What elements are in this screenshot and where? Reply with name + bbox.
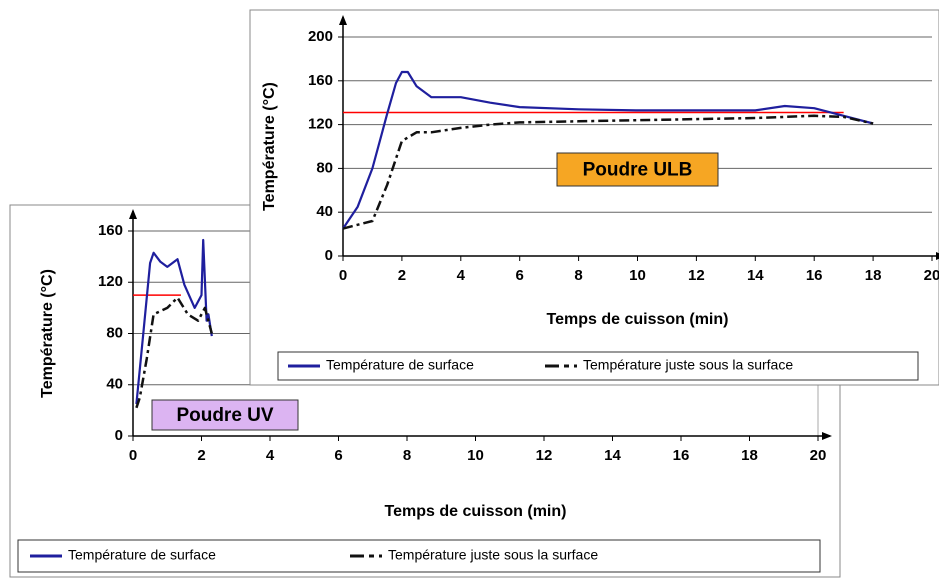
- y-tick-label: 160: [308, 72, 333, 89]
- y-tick-label: 40: [106, 376, 123, 393]
- legend-label: Température juste sous la surface: [388, 547, 598, 563]
- y-tick-label: 120: [308, 116, 333, 133]
- y-axis-title: Température (°C): [261, 82, 278, 211]
- x-tick-label: 6: [516, 267, 524, 284]
- x-tick-label: 8: [574, 267, 582, 284]
- annotation: Poudre UV: [176, 405, 273, 426]
- y-tick-label: 120: [98, 273, 123, 290]
- y-arrow: [129, 209, 137, 219]
- legend-box: [277, 351, 919, 381]
- x-tick-label: 0: [339, 267, 347, 284]
- x-tick-label: 12: [688, 267, 705, 284]
- x-tick-label: 14: [747, 267, 764, 284]
- y-tick-label: 80: [316, 159, 333, 176]
- legend-box: [17, 539, 821, 573]
- series-line: [342, 70, 874, 230]
- x-tick-label: 0: [129, 447, 137, 464]
- series-line: [135, 238, 213, 405]
- x-tick-label: 12: [536, 447, 553, 464]
- y-tick-label: 40: [316, 203, 333, 220]
- y-axis-title: Température (°C): [39, 269, 56, 398]
- x-axis-title: Temps de cuisson (min): [547, 311, 729, 328]
- x-tick-label: 16: [673, 447, 690, 464]
- x-arrow: [936, 252, 939, 260]
- x-axis-title: Temps de cuisson (min): [385, 503, 567, 520]
- x-arrow: [822, 432, 832, 440]
- x-tick-label: 14: [604, 447, 621, 464]
- annotation-box: [151, 399, 299, 431]
- y-tick-label: 160: [98, 222, 123, 239]
- legend-label: Température de surface: [68, 547, 216, 563]
- x-tick-label: 20: [924, 267, 939, 284]
- x-tick-label: 16: [806, 267, 823, 284]
- legend-label: Température de surface: [326, 357, 474, 373]
- y-tick-label: 0: [325, 247, 333, 264]
- panel: [249, 9, 939, 386]
- annotation-box: [556, 152, 719, 187]
- x-tick-label: 10: [629, 267, 646, 284]
- x-tick-label: 18: [741, 447, 758, 464]
- series-line: [342, 114, 874, 230]
- x-tick-label: 18: [865, 267, 882, 284]
- x-tick-label: 2: [398, 267, 406, 284]
- x-tick-label: 20: [810, 447, 827, 464]
- x-tick-label: 4: [457, 267, 466, 284]
- x-tick-label: 10: [467, 447, 484, 464]
- x-tick-label: 8: [403, 447, 411, 464]
- y-arrow: [339, 15, 347, 25]
- y-tick-label: 80: [106, 324, 123, 341]
- x-tick-label: 4: [266, 447, 275, 464]
- x-tick-label: 6: [334, 447, 342, 464]
- legend-label: Température juste sous la surface: [583, 357, 793, 373]
- series-line: [135, 296, 214, 409]
- y-tick-label: 200: [308, 28, 333, 45]
- y-tick-label: 0: [115, 427, 123, 444]
- x-tick-label: 2: [197, 447, 205, 464]
- annotation: Poudre ULB: [583, 160, 693, 181]
